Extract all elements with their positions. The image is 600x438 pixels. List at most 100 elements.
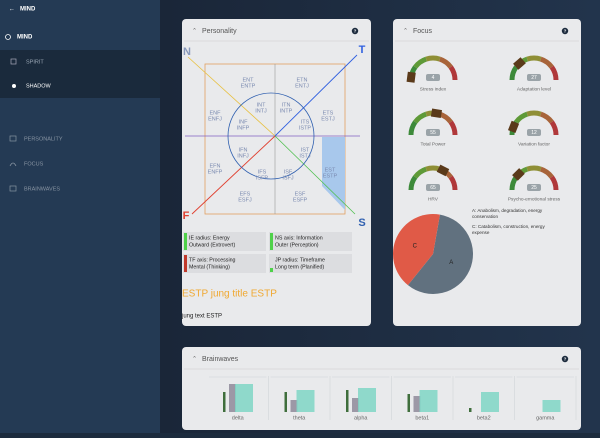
ie-circle <box>227 92 315 180</box>
gauge-arc <box>549 120 559 136</box>
nav-item[interactable]: MIND <box>17 35 33 41</box>
gauge-arc <box>539 166 554 179</box>
gauge-arc <box>526 55 542 62</box>
value-box <box>426 74 440 81</box>
icon <box>9 185 17 192</box>
back-link[interactable]: MIND <box>20 7 36 13</box>
brainwave-bar <box>542 400 561 412</box>
type-name: INTJ <box>255 108 267 114</box>
gauge-label: Psycho-emotional stress <box>508 196 561 202</box>
legend-title: NS axis: Information <box>275 235 323 241</box>
gauge-arc <box>425 165 441 172</box>
panel-title: Personality <box>202 28 237 35</box>
pie-legend: C: Catabolism, construction, energy expe… <box>472 224 545 235</box>
help-icon[interactable] <box>561 355 569 363</box>
icon <box>9 135 17 142</box>
axis <box>274 54 358 137</box>
gauge-label: HRV <box>428 196 439 202</box>
category-label: delta <box>232 415 245 421</box>
value-box <box>426 129 440 136</box>
brainwave-bar <box>469 408 472 412</box>
type-code: IFN <box>239 147 248 153</box>
brainwave-bar <box>346 390 349 412</box>
gauge-arc <box>448 120 458 136</box>
type-code: ETS <box>323 110 334 116</box>
legend-box <box>183 232 266 251</box>
category-label: gamma <box>536 415 555 421</box>
help-text: ? <box>564 28 567 33</box>
type-code: ENT <box>243 77 255 83</box>
gauge-arc <box>448 65 458 81</box>
corner-letter: N <box>183 46 191 58</box>
brainwave-bar <box>352 398 359 412</box>
type-name: ESFP <box>293 197 308 203</box>
icon <box>5 34 11 40</box>
type-name: ISFP <box>256 175 269 181</box>
icon <box>9 162 17 167</box>
slice-label: A <box>449 260 453 266</box>
corner-letter: S <box>358 217 365 229</box>
legend-color <box>184 255 187 272</box>
legend-title: IE radius: Energy <box>189 235 230 241</box>
gauge-arc <box>413 111 428 124</box>
nav-item[interactable]: SHADOW <box>26 83 52 89</box>
type-code: ENF <box>210 110 222 116</box>
gauge-arc <box>413 56 428 69</box>
gauge-arc <box>514 111 529 124</box>
legend-value: Outward (Extrovert) <box>189 242 235 248</box>
legend-box <box>269 254 352 273</box>
type-code: EST <box>325 167 336 173</box>
collapse-icon[interactable]: ⌃ <box>192 28 197 35</box>
category-label: beta1 <box>415 415 429 421</box>
collapse-icon[interactable]: ⌃ <box>192 356 197 363</box>
gauge-value: 27 <box>531 75 537 81</box>
back-arrow[interactable]: ← <box>9 7 15 13</box>
axis <box>187 56 276 137</box>
legend-value: Outer (Perception) <box>275 242 319 248</box>
legend-box <box>183 254 266 273</box>
category-label: beta2 <box>477 415 491 421</box>
type-code: ISF <box>284 169 293 175</box>
icon <box>12 84 16 88</box>
gauge-arc <box>408 175 418 191</box>
gauge-arc <box>425 55 441 62</box>
gauge-arc <box>549 65 559 81</box>
gauge-pointer <box>430 108 443 119</box>
gauge-arc <box>408 120 418 136</box>
type-code: ITN <box>282 102 291 108</box>
help-text: ? <box>564 356 567 361</box>
brainwave-bar <box>223 392 226 412</box>
gauge-value: 65 <box>430 185 436 191</box>
pie-slice <box>392 214 440 286</box>
type-name: INFP <box>237 125 250 131</box>
type-name: ISFJ <box>282 175 294 181</box>
type-code: IST <box>301 147 310 153</box>
gauge-value: 55 <box>430 130 436 136</box>
legend-value: Mental (Thinking) <box>189 264 230 270</box>
nav-item[interactable]: SPIRIT <box>26 59 44 65</box>
gauge-value: 4 <box>432 75 435 81</box>
nav-item[interactable]: FOCUS <box>24 161 44 167</box>
gauge-arc <box>438 56 453 69</box>
gauge-label: Stress index <box>420 86 447 92</box>
pie-slice <box>407 214 473 294</box>
nav-item[interactable]: BRAINWAVES <box>24 186 60 192</box>
type-code: IFS <box>258 169 267 175</box>
gauge-value: 25 <box>531 185 537 191</box>
value-box <box>426 184 440 191</box>
value-box <box>527 129 541 136</box>
type-code: INT <box>257 102 267 108</box>
help-icon[interactable] <box>351 27 359 35</box>
help-text: ? <box>354 28 357 33</box>
jung-text: jung text ESTP <box>181 314 222 320</box>
panel-title: Focus <box>413 28 433 35</box>
collapse-icon[interactable]: ⌃ <box>403 28 408 35</box>
legend-box <box>269 232 352 251</box>
brainwave-bar <box>358 388 376 412</box>
gauge-pointer <box>512 168 525 181</box>
nav-item[interactable]: PERSONALITY <box>24 136 63 142</box>
type-name: ESFJ <box>238 197 252 203</box>
panel-title: Brainwaves <box>202 356 239 363</box>
help-icon[interactable] <box>561 27 569 35</box>
